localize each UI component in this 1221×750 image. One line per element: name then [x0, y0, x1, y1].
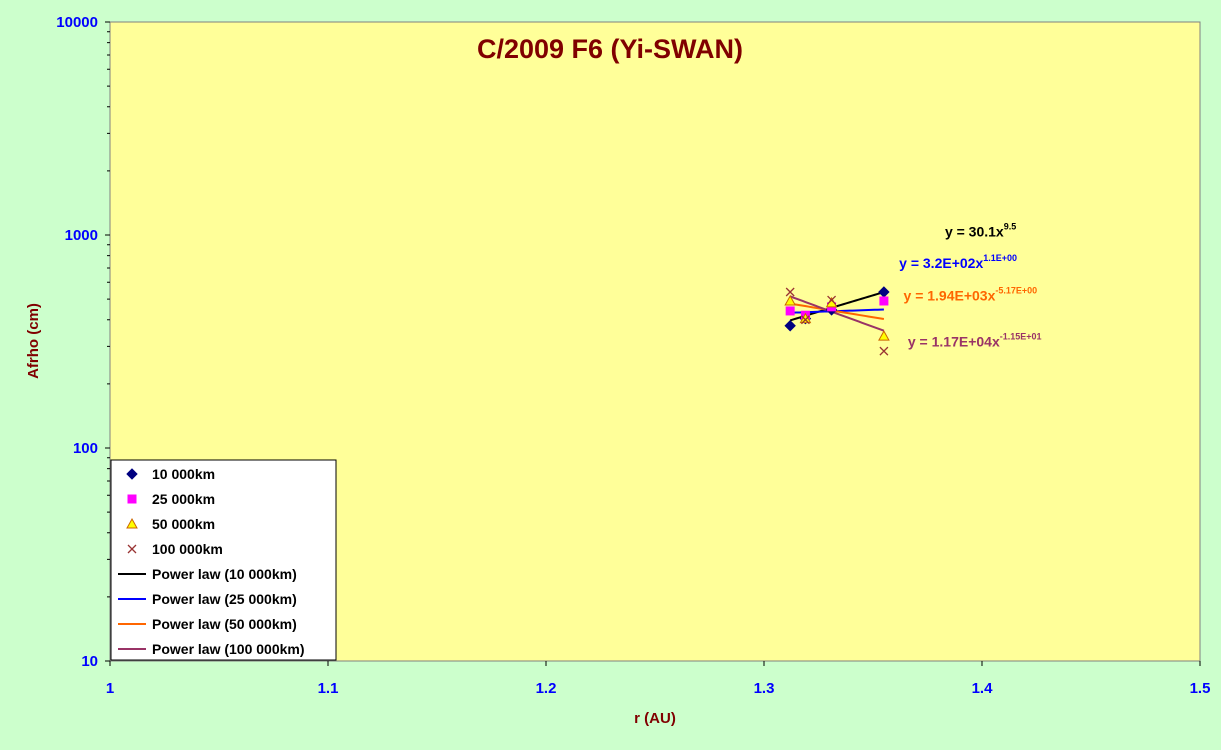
legend-label: 50 000km [152, 516, 215, 532]
data-point-series-4 [785, 287, 795, 297]
x-tick-label: 1.5 [1190, 680, 1211, 697]
trendline-equation: y = 1.17E+04x-1.15E+01 [908, 331, 1042, 349]
data-point-series-3 [878, 330, 890, 341]
equation-base: y = 1.17E+04x [908, 333, 1000, 349]
x-tick-label: 1.3 [754, 680, 775, 697]
legend-marker [126, 468, 138, 480]
data-point-series-4 [827, 295, 837, 305]
y-tick-label: 100 [73, 440, 98, 457]
y-tick-label: 10000 [56, 14, 98, 31]
legend-label: 100 000km [152, 541, 223, 557]
legend-box [110, 459, 337, 661]
x-tick-label: 1.1 [318, 680, 339, 697]
equation-exponent: 9.5 [1004, 221, 1017, 231]
data-point-series-3 [784, 294, 797, 306]
legend-label: Power law (100 000km) [152, 641, 305, 657]
legend-label: Power law (25 000km) [152, 591, 297, 607]
legend: 10 000km 25 000km 50 000km 100 000km Power l… [110, 459, 337, 661]
legend-marker [127, 544, 137, 554]
trendline-3 [789, 302, 885, 320]
y-tick-label: 10 [81, 653, 98, 670]
equation-exponent: 1.1E+00 [983, 253, 1017, 263]
data-point-series-2 [879, 296, 889, 306]
equation-base: y = 1.94E+03x [904, 287, 996, 303]
data-point-series-1 [784, 320, 796, 332]
chart-title: C/2009 F6 (Yi-SWAN) [477, 34, 743, 64]
legend-label: Power law (50 000km) [152, 616, 297, 632]
x-tick-label: 1.4 [972, 680, 994, 697]
data-point-series-2 [785, 306, 795, 316]
x-axis-label: r (AU) [634, 710, 676, 727]
data-point-series-4 [879, 346, 889, 356]
y-axis: 10 100 1000 10000 [56, 14, 110, 670]
trendline-equation: y = 3.2E+02x1.1E+00 [899, 253, 1017, 271]
x-tick-label: 1.2 [536, 680, 557, 697]
legend-label: Power law (10 000km) [152, 566, 297, 582]
equation-exponent: -5.17E+00 [995, 285, 1037, 295]
x-tick-label: 1 [106, 680, 114, 697]
trendline-equation: y = 30.1x9.5 [945, 221, 1016, 239]
y-axis-label: Afrho (cm) [25, 303, 42, 379]
trendline-equations: y = 30.1x9.5 y = 3.2E+02x1.1E+00 y = 1.94E… [899, 221, 1041, 349]
data-point-series-4 [800, 315, 810, 325]
x-axis: 1 1.1 1.2 1.3 1.4 1.5 [106, 661, 1211, 697]
legend-marker [127, 494, 137, 504]
equation-exponent: -1.15E+01 [1000, 331, 1042, 341]
y-tick-label: 1000 [65, 227, 98, 244]
equation-base: y = 30.1x [945, 223, 1004, 239]
legend-marker [126, 517, 138, 529]
trendline-4 [789, 295, 885, 332]
equation-base: y = 3.2E+02x [899, 255, 983, 271]
trendline-equation: y = 1.94E+03x-5.17E+00 [904, 285, 1038, 303]
legend-label: 10 000km [152, 466, 215, 482]
data-points [784, 286, 890, 356]
legend-label: 25 000km [152, 491, 215, 507]
